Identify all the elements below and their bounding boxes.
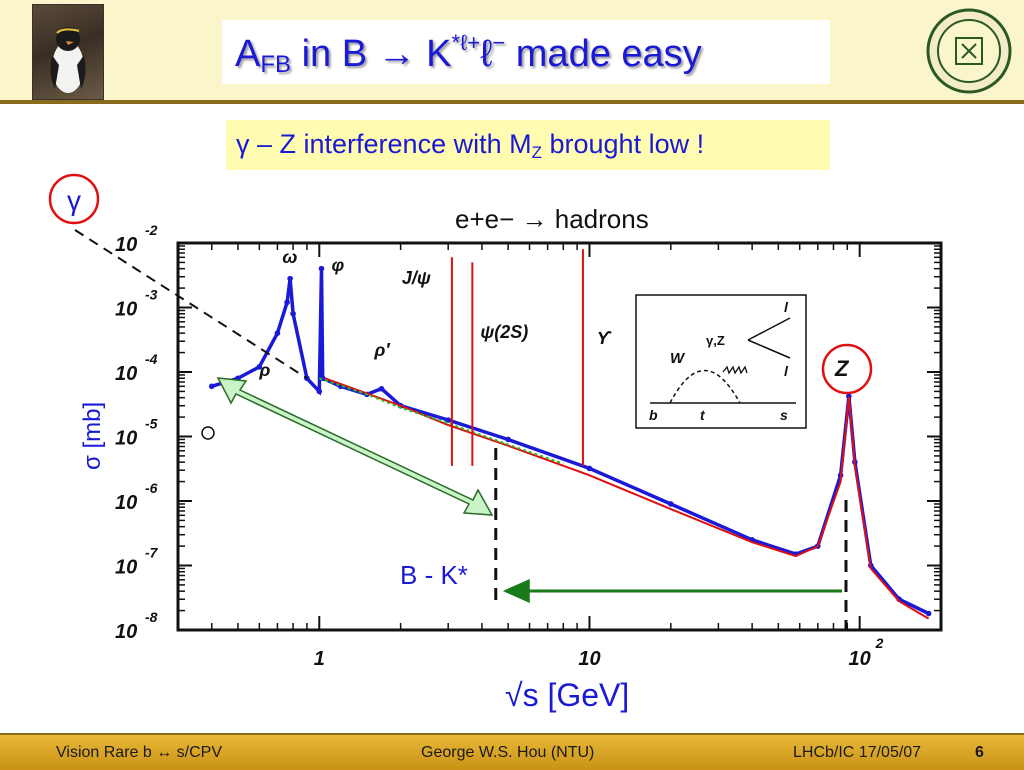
z-circle	[821, 343, 873, 395]
subtitle-end: brought low !	[542, 129, 705, 159]
y-tick-exponent: -7	[145, 545, 159, 561]
x-tick-exponent: 2	[875, 635, 884, 651]
data-point	[287, 275, 293, 282]
slide-subtitle: γ – Z interference with MZ brought low !	[236, 129, 704, 163]
data-point	[274, 330, 281, 336]
inset-t: t	[700, 407, 706, 423]
inset-s: s	[780, 407, 788, 423]
data-point	[208, 383, 215, 390]
y-tick-label: 10	[115, 363, 137, 385]
inset-b: b	[649, 407, 658, 423]
footer-left: Vision Rare b ↔ s/CPV	[56, 744, 222, 761]
resonance-label: ρ	[258, 360, 270, 380]
x-axis-label: √s [GeV]	[505, 677, 629, 713]
y-tick-exponent: -2	[145, 222, 158, 238]
title-lep: ℓ	[480, 33, 493, 75]
resonance-label: ρ′	[373, 340, 390, 360]
resonance-label: ω	[282, 247, 297, 267]
footer-bar: Vision Rare b ↔ s/CPV George W.S. Hou (N…	[0, 733, 1024, 770]
data-point	[846, 393, 852, 400]
gamma-label: γ	[67, 185, 81, 216]
y-axis-label: σ [mb]	[79, 402, 106, 470]
y-tick-label: 10	[115, 621, 137, 643]
resonance-label: ψ(2S)	[480, 322, 528, 342]
data-point	[505, 436, 511, 443]
data-point	[378, 385, 385, 392]
x-tick-label: 1	[314, 648, 325, 670]
y-tick-label: 10	[115, 557, 137, 579]
resonance-label: ϒ	[597, 328, 612, 348]
subtitle-box	[226, 120, 830, 170]
penguin-photo	[32, 4, 104, 100]
data-point	[256, 364, 263, 370]
y-tick-exponent: -4	[145, 351, 158, 367]
penguin-diagram-inset: W γ,Z b t s l l	[635, 294, 807, 429]
open-circle-marker	[201, 426, 215, 440]
series-line-1	[324, 377, 930, 620]
title-minus: −	[492, 30, 506, 55]
title-end: made easy	[505, 33, 702, 75]
data-point	[668, 501, 674, 507]
gamma-circle	[48, 173, 100, 225]
double-arrow	[216, 377, 494, 516]
data-point	[586, 465, 593, 472]
title-box	[222, 20, 830, 84]
y-tick-label: 10	[115, 299, 137, 321]
page-number: 6	[975, 744, 984, 761]
footer-center: George W.S. Hou (NTU)	[421, 744, 595, 761]
resonance-label-z: Z	[834, 356, 850, 381]
title-a: A	[235, 33, 261, 75]
subtitle-main: γ – Z interference with M	[236, 129, 532, 159]
y-tick-exponent: -3	[145, 287, 158, 303]
resonance-label: φ	[331, 255, 344, 275]
university-seal	[926, 8, 1012, 94]
subtitle-sub: Z	[531, 143, 542, 162]
inset-w: W	[670, 350, 686, 367]
footer-right: LHCb/IC 17/05/07	[793, 744, 922, 761]
y-tick-exponent: -5	[145, 416, 158, 432]
title-star-lep: *ℓ+	[451, 30, 481, 55]
inset-gammaz: γ,Z	[706, 333, 725, 348]
y-tick-label: 10	[115, 492, 137, 514]
data-point	[318, 265, 325, 272]
y-tick-exponent: -8	[145, 609, 158, 625]
chart-title: e+e− → hadrons	[455, 204, 649, 234]
title-fb: FB	[260, 51, 292, 78]
x-tick-label: 10	[578, 648, 600, 670]
y-tick-exponent: -6	[145, 480, 158, 496]
y-tick-label: 10	[115, 428, 137, 450]
title-rest: in B → K	[291, 33, 452, 75]
series-line-0	[211, 268, 930, 616]
x-tick-label: 10	[849, 648, 871, 670]
resonance-label: J/ψ	[402, 268, 431, 288]
data-point	[290, 310, 296, 317]
gamma-dashed-line	[74, 229, 308, 380]
data-point	[925, 610, 932, 617]
bk-label: B - K*	[400, 560, 468, 590]
inset-l1: l	[784, 299, 789, 315]
data-point	[445, 417, 451, 423]
data-point	[316, 388, 323, 395]
cross-section-chart: γ e+e− → hadrons 10-210-310-410-510-610-…	[48, 173, 943, 713]
inset-l2: l	[784, 363, 789, 379]
data-point	[284, 299, 290, 306]
slide-title: AFB in B → K*ℓ+ℓ− made easy	[235, 30, 702, 79]
y-tick-label: 10	[115, 234, 137, 256]
